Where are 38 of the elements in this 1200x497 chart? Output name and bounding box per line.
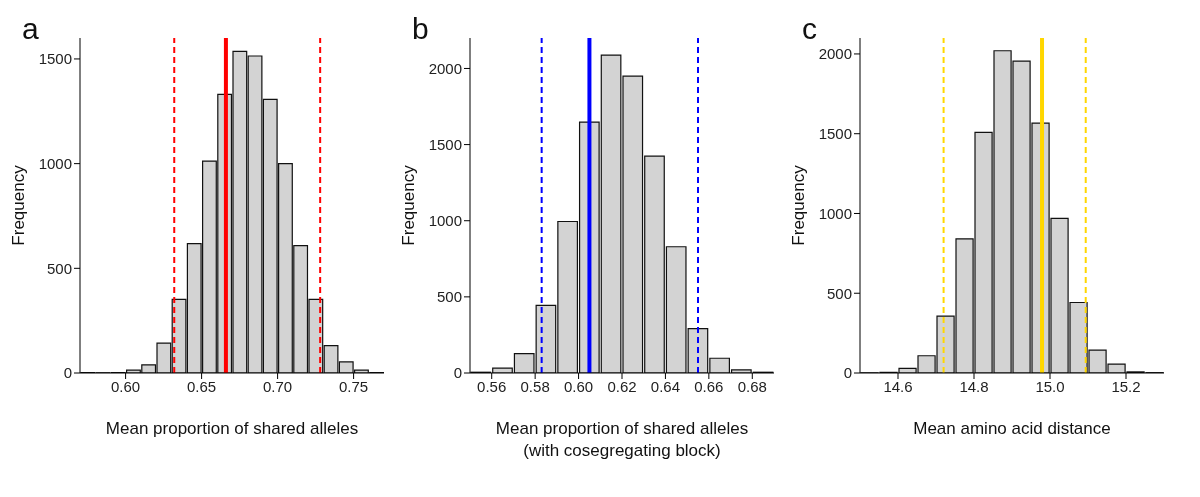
x-tick-label: 0.56 (477, 377, 507, 395)
x-axis-title: Mean proportion of shared alleles (104, 418, 360, 440)
y-axis-title: Frequency (399, 164, 419, 246)
y-tick-label: 1500 (38, 50, 72, 68)
y-tick-label: 0 (843, 364, 852, 382)
x-tick-label: 15.0 (1035, 377, 1065, 395)
x-tick-label: 15.2 (1111, 377, 1141, 395)
x-tick-label: 0.60 (111, 377, 141, 395)
x-axis-title: Mean amino acid distance (912, 418, 1112, 440)
text: a (22, 12, 39, 46)
x-tick-label: 0.64 (650, 377, 681, 395)
x-tick-label: 0.65 (187, 377, 217, 395)
text: c (802, 12, 817, 46)
x-tick-label: 0.75 (339, 377, 369, 395)
x-tick-label: 14.6 (883, 377, 913, 395)
x-tick-label: 0.68 (737, 377, 767, 395)
y-tick-label: 0 (63, 364, 72, 382)
y-tick-label: 1500 (818, 125, 852, 143)
y-tick-label: 500 (826, 284, 852, 302)
x-tick-label: 0.70 (263, 377, 293, 395)
y-axis-title: Frequency (789, 164, 809, 246)
y-tick-label: 1000 (38, 154, 72, 172)
y-tick-label: 1500 (428, 135, 462, 153)
y-tick-label: 1000 (818, 204, 852, 222)
x-axis-title: Mean proportion of shared alleles (with cosegregating block) (494, 418, 750, 462)
x-tick-label: 14.8 (959, 377, 989, 395)
text: b (412, 12, 429, 46)
x-tick-label: 0.66 (694, 377, 724, 395)
x-tick-label: 0.58 (520, 377, 550, 395)
y-tick-label: 500 (436, 288, 462, 306)
y-tick-label: 0 (453, 364, 462, 382)
y-tick-label: 2000 (818, 45, 852, 63)
y-tick-label: 1000 (428, 212, 462, 230)
x-tick-label: 0.62 (607, 377, 637, 395)
y-tick-label: 2000 (428, 59, 462, 77)
y-tick-label: 500 (46, 259, 72, 277)
y-axis-title: Frequency (9, 164, 29, 246)
x-tick-label: 0.60 (563, 377, 594, 395)
